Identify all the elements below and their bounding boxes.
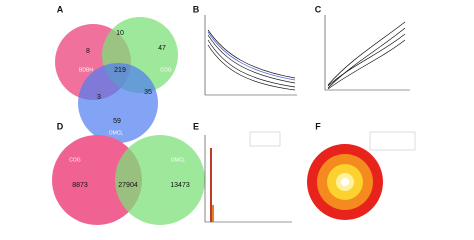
panel-label: F <box>315 121 321 131</box>
curve <box>327 21 406 86</box>
set-label: COG <box>160 67 172 73</box>
count: 47 <box>158 45 166 52</box>
set-circle <box>115 135 205 225</box>
count: 35 <box>144 89 152 96</box>
figure: A B C D E F BDBH COG OMCL 8 10 47 219 3 … <box>52 4 416 225</box>
panel-label: B <box>193 4 200 14</box>
set-label: OMCL <box>109 130 124 136</box>
curve <box>207 34 296 84</box>
set-label: BDBH <box>79 67 93 73</box>
spike <box>210 148 212 222</box>
rings-f <box>307 131 416 220</box>
count: 8 <box>86 48 90 55</box>
curve <box>207 39 296 88</box>
set-label: OMCL <box>171 157 186 163</box>
count: 59 <box>113 118 121 125</box>
curve <box>207 29 296 79</box>
count: 13473 <box>170 182 190 189</box>
count: 27904 <box>118 182 138 189</box>
plot-b <box>204 15 297 96</box>
axis <box>204 135 292 223</box>
curve <box>207 44 296 91</box>
axis <box>204 15 297 96</box>
plot-e <box>204 131 292 223</box>
count: 3 <box>97 94 101 101</box>
plot-c <box>324 15 410 91</box>
set-circle <box>78 63 158 143</box>
panel-label: C <box>315 4 322 14</box>
count: 219 <box>114 67 126 74</box>
ring <box>341 178 349 186</box>
curve <box>327 27 406 89</box>
curve <box>207 31 296 81</box>
count: 10 <box>116 30 124 37</box>
spike <box>212 205 214 222</box>
venn-d <box>52 135 205 225</box>
legend <box>249 131 281 147</box>
panel-label: E <box>193 121 199 131</box>
axis <box>324 15 410 91</box>
set-label: COG <box>69 157 81 163</box>
set-circle <box>52 135 142 225</box>
count: 8873 <box>72 182 88 189</box>
panel-label: D <box>57 121 64 131</box>
legend <box>369 131 416 151</box>
panel-label: A <box>57 4 64 14</box>
venn-a <box>55 17 178 143</box>
curve <box>327 39 406 90</box>
curve <box>327 33 406 87</box>
